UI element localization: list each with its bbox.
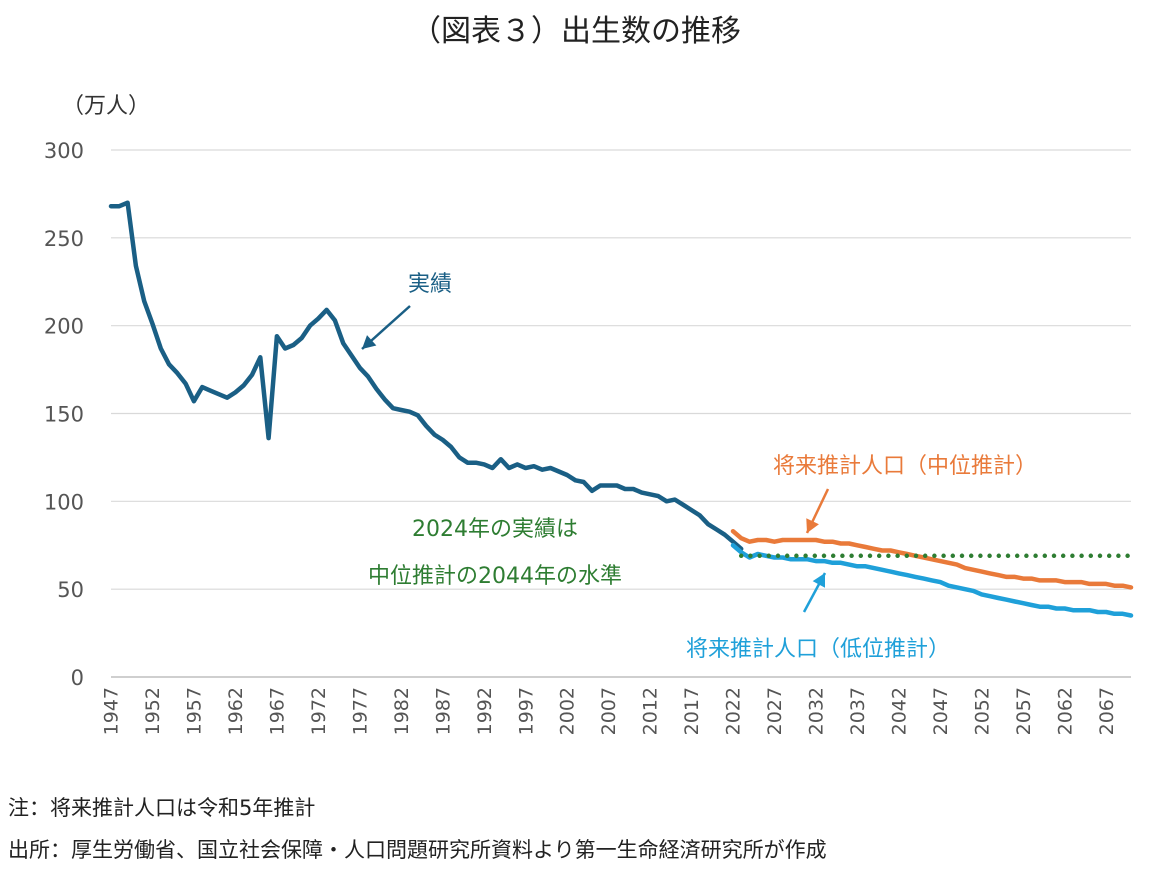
x-tick-label-1962: 1962 <box>225 687 247 735</box>
x-tick-label-2017: 2017 <box>681 687 703 735</box>
annotation-note-line2: 中位推計の2044年の水準 <box>368 564 622 589</box>
y-tick-label-100: 100 <box>44 490 84 514</box>
x-tick-label-2027: 2027 <box>764 687 786 735</box>
x-tick-label-2042: 2042 <box>888 687 910 735</box>
chart-title: （図表３）出生数の推移 <box>411 14 741 49</box>
x-tick-label-1992: 1992 <box>474 687 496 735</box>
arrow-low-head <box>812 573 825 588</box>
x-tick-label-2002: 2002 <box>557 687 579 735</box>
arrow-mid-head <box>806 518 819 533</box>
x-tick-label-2062: 2062 <box>1054 687 1076 735</box>
y-tick-label-300: 300 <box>44 139 84 163</box>
x-tick-label-1972: 1972 <box>308 687 330 735</box>
footnote: 注：将来推計人口は令和5年推計 <box>8 796 316 820</box>
series-line-0 <box>108 200 744 552</box>
x-tick-label-1947: 1947 <box>101 687 123 735</box>
x-tick-label-2012: 2012 <box>640 687 662 735</box>
y-tick-label-200: 200 <box>44 315 84 339</box>
x-tick-label-1957: 1957 <box>184 687 206 735</box>
y-tick-label-50: 50 <box>57 578 84 602</box>
x-tick-label-2047: 2047 <box>930 687 952 735</box>
annotation-actual: 実績 <box>408 272 452 297</box>
y-tick-label-150: 150 <box>44 403 84 427</box>
x-tick-label-2007: 2007 <box>598 687 620 735</box>
y-axis-unit-label: （万人） <box>62 94 151 119</box>
x-tick-label-1977: 1977 <box>349 687 371 735</box>
x-tick-label-2032: 2032 <box>806 687 828 735</box>
annotation-mid-projection: 将来推計人口（中位推計） <box>773 454 1037 479</box>
y-tick-label-0: 0 <box>71 666 84 690</box>
x-tick-label-1997: 1997 <box>515 687 537 735</box>
x-tick-label-2022: 2022 <box>723 687 745 735</box>
x-tick-label-2067: 2067 <box>1096 687 1118 735</box>
y-tick-label-250: 250 <box>44 227 84 251</box>
series-line-2 <box>730 543 1134 618</box>
x-tick-label-1967: 1967 <box>267 687 289 735</box>
arrow-actual-head <box>362 335 377 349</box>
x-tick-label-2057: 2057 <box>1013 687 1035 735</box>
x-tick-label-1987: 1987 <box>432 687 454 735</box>
series-line-1 <box>730 528 1134 590</box>
annotation-low-projection: 将来推計人口（低位推計） <box>686 637 950 662</box>
annotation-note-line1: 2024年の実績は <box>412 517 578 542</box>
source-note: 出所：厚生労働省、国立社会保障・人口問題研究所資料より第一生命経済研究所が作成 <box>8 838 827 862</box>
x-tick-label-1982: 1982 <box>391 687 413 735</box>
x-tick-label-2052: 2052 <box>971 687 993 735</box>
x-tick-label-2037: 2037 <box>847 687 869 735</box>
x-tick-label-1952: 1952 <box>142 687 164 735</box>
